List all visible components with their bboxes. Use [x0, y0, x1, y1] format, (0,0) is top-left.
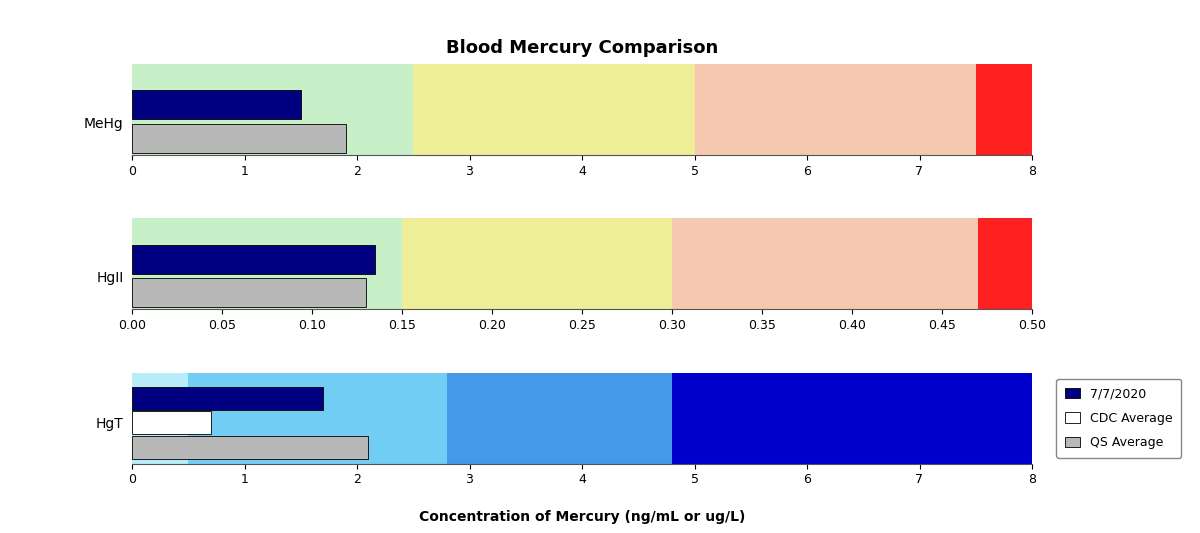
Bar: [132, 245, 374, 274]
Bar: [132, 64, 413, 155]
Title: Blood Mercury Comparison: Blood Mercury Comparison: [446, 39, 718, 57]
Bar: [132, 219, 402, 309]
Bar: [672, 219, 978, 309]
Bar: [132, 387, 323, 410]
Bar: [402, 219, 672, 309]
Bar: [413, 64, 695, 155]
Bar: [978, 219, 1032, 309]
Bar: [132, 278, 366, 308]
Bar: [188, 373, 446, 464]
Text: Blood Results: Blood Results: [10, 18, 148, 35]
Text: Concentration of Mercury (ng/mL or ug/L): Concentration of Mercury (ng/mL or ug/L): [419, 510, 745, 524]
Bar: [132, 411, 211, 434]
Bar: [672, 373, 1032, 464]
Legend: 7/7/2020, CDC Average, QS Average: 7/7/2020, CDC Average, QS Average: [1056, 379, 1181, 458]
Bar: [132, 373, 188, 464]
Bar: [446, 373, 672, 464]
Bar: [976, 64, 1032, 155]
Bar: [132, 124, 346, 153]
Bar: [132, 90, 301, 119]
Bar: [132, 436, 368, 459]
Bar: [695, 64, 976, 155]
